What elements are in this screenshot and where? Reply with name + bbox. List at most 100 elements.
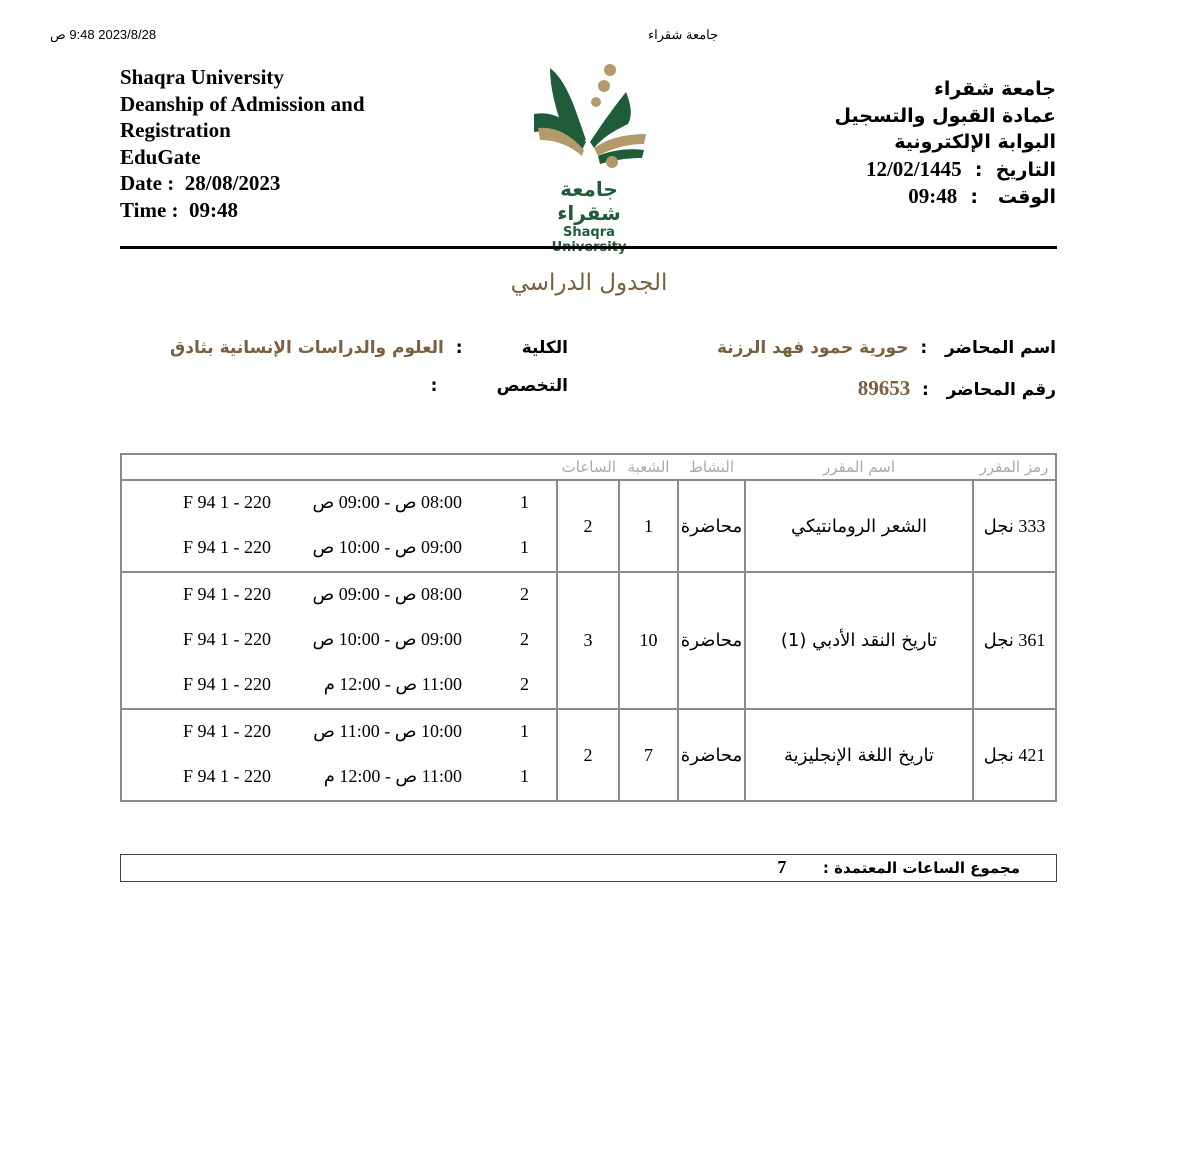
col-course-code: رمز المقرر <box>973 454 1056 481</box>
table-row: 421 نجل تاريخ اللغة الإنجليزية محاضرة 7 … <box>120 708 1057 802</box>
header-line: البوابة الإلكترونية <box>894 131 1056 153</box>
activity: محاضرة <box>677 479 746 573</box>
lecturer-name-label: اسم المحاضر <box>944 338 1056 358</box>
schedule-cell: 1 10:00 ص - 11:00 ص F 94 1 - 220 1 11:00… <box>120 708 558 802</box>
header-line: جامعة شقراء <box>934 78 1056 100</box>
section: 10 <box>618 571 679 710</box>
schedule-slot: 1 10:00 ص - 11:00 ص F 94 1 - 220 <box>122 710 556 755</box>
schedule-cell: 2 08:00 ص - 09:00 ص F 94 1 - 220 2 09:00… <box>120 571 558 710</box>
header-date: التاريخ : 12/02/1445 <box>865 156 1056 181</box>
page-title: الجدول الدراسي <box>510 270 668 296</box>
slot-day: 2 <box>520 674 529 694</box>
date-value: 28/08/2023 <box>184 171 281 195</box>
schedule-table: رمز المقرر اسم المقرر النشاط الشعبة السا… <box>120 453 1057 802</box>
col-course-name: اسم المقرر <box>745 454 973 481</box>
header-arabic: جامعة شقراء عمادة القبول والتسجيل البواب… <box>835 76 1056 211</box>
header-line: Deanship of Admission and <box>120 91 365 116</box>
slot-room: F 94 1 - 220 <box>182 721 271 741</box>
lecturer-name: حورية حمود فهد الرزنة <box>716 338 909 358</box>
col-activity: النشاط <box>678 454 745 481</box>
table-row: 361 نجل تاريخ النقد الأدبي (1) محاضرة 10… <box>120 571 1057 710</box>
table-row: 333 نجل الشعر الرومانتيكي محاضرة 1 2 1 0… <box>120 479 1057 573</box>
college-value: العلوم والدراسات الإنسانية بثادق <box>170 338 444 358</box>
slot-room: F 94 1 - 220 <box>182 492 271 512</box>
date-label: Date <box>120 171 162 195</box>
hours: 2 <box>556 708 620 802</box>
slot-day: 1 <box>520 721 529 741</box>
total-hours-value: 7 <box>777 857 787 877</box>
slot-time: 11:00 ص - 12:00 م <box>323 766 462 786</box>
course-code: 361 نجل <box>972 571 1057 710</box>
header-divider <box>120 246 1057 249</box>
slot-time: 11:00 ص - 12:00 م <box>323 674 462 694</box>
slot-time: 09:00 ص - 10:00 ص <box>312 537 462 557</box>
header-english: Shaqra University Deanship of Admission … <box>120 64 365 223</box>
university-logo: جامعة شقراء Shaqra University <box>528 62 650 255</box>
schedule-cell: 1 08:00 ص - 09:00 ص F 94 1 - 220 1 09:00… <box>120 479 558 573</box>
slot-time: 08:00 ص - 09:00 ص <box>312 492 462 512</box>
schedule-slot: 2 11:00 ص - 12:00 م F 94 1 - 220 <box>122 663 556 708</box>
total-hours-label: مجموع الساعات المعتمدة <box>834 859 1020 877</box>
date-value: 12/02/1445 <box>865 156 962 181</box>
time-value: 09:48 <box>189 197 239 222</box>
course-name: تاريخ اللغة الإنجليزية <box>744 708 974 802</box>
header-line: عمادة القبول والتسجيل <box>834 104 1056 127</box>
slot-time: 09:00 ص - 10:00 ص <box>312 629 462 649</box>
slot-time: 08:00 ص - 09:00 ص <box>312 584 462 604</box>
lecturer-id: 89653 <box>857 376 911 400</box>
schedule-slot: 1 08:00 ص - 09:00 ص F 94 1 - 220 <box>122 481 556 526</box>
section: 1 <box>618 479 679 573</box>
major-row: التخصص : <box>424 376 568 396</box>
col-schedule <box>121 454 557 481</box>
header-time: الوقت : 09:48 <box>908 184 1056 208</box>
schedule-slot: 1 09:00 ص - 10:00 ص F 94 1 - 220 <box>122 526 556 571</box>
date-label: التاريخ <box>995 158 1056 181</box>
slot-room: F 94 1 - 220 <box>182 584 271 604</box>
time-label: Time <box>120 197 167 222</box>
slot-day: 1 <box>520 766 529 786</box>
section: 7 <box>618 708 679 802</box>
print-datetime: ص 9:48 2023/8/28 <box>50 27 157 42</box>
lecturer-name-row: اسم المحاضر : حورية حمود فهد الرزنة <box>716 338 1056 358</box>
total-hours-box: مجموع الساعات المعتمدة : 7 <box>120 854 1057 882</box>
header-time: Time : 09:48 <box>120 197 239 222</box>
slot-day: 2 <box>520 629 529 649</box>
college-row: الكلية : العلوم والدراسات الإنسانية بثاد… <box>170 338 568 358</box>
slot-day: 1 <box>520 492 529 512</box>
activity: محاضرة <box>677 571 746 710</box>
slot-room: F 94 1 - 220 <box>182 674 271 694</box>
hours: 3 <box>556 571 620 710</box>
total-hours: مجموع الساعات المعتمدة : 7 <box>777 857 1020 877</box>
time-value: 09:48 <box>908 184 958 208</box>
course-name: تاريخ النقد الأدبي (1) <box>744 571 974 710</box>
course-name: الشعر الرومانتيكي <box>744 479 974 573</box>
slot-room: F 94 1 - 220 <box>182 537 271 557</box>
table-header-row: رمز المقرر اسم المقرر النشاط الشعبة السا… <box>121 454 1056 481</box>
slot-day: 2 <box>520 584 529 604</box>
logo-english-text: Shaqra University <box>552 225 627 255</box>
header-line: Shaqra University <box>120 65 284 89</box>
col-hours: الساعات <box>557 454 619 481</box>
time-label: الوقت <box>997 186 1056 208</box>
slot-room: F 94 1 - 220 <box>182 629 271 649</box>
logo-arabic-text: جامعة شقراء <box>557 177 621 225</box>
slot-time: 10:00 ص - 11:00 ص <box>313 721 462 741</box>
hours: 2 <box>556 479 620 573</box>
activity: محاضرة <box>677 708 746 802</box>
schedule-slot: 1 11:00 ص - 12:00 م F 94 1 - 220 <box>122 755 556 800</box>
header-line: Registration <box>120 118 231 142</box>
course-code: 421 نجل <box>972 708 1057 802</box>
slot-room: F 94 1 - 220 <box>182 766 271 786</box>
print-title: جامعة شقراء <box>648 27 719 42</box>
course-code: 333 نجل <box>972 479 1057 573</box>
lecturer-id-label: رقم المحاضر <box>946 380 1056 400</box>
header-date: Date : 28/08/2023 <box>120 171 281 195</box>
lecturer-id-row: رقم المحاضر : 89653 <box>857 376 1056 400</box>
schedule-slot: 2 09:00 ص - 10:00 ص F 94 1 - 220 <box>122 618 556 663</box>
college-label: الكلية <box>521 338 568 358</box>
col-section: الشعبة <box>619 454 678 481</box>
major-label: التخصص <box>496 376 568 396</box>
logo-book-icon <box>534 64 646 168</box>
header-line: EduGate <box>120 144 201 169</box>
schedule-slot: 2 08:00 ص - 09:00 ص F 94 1 - 220 <box>122 573 556 618</box>
